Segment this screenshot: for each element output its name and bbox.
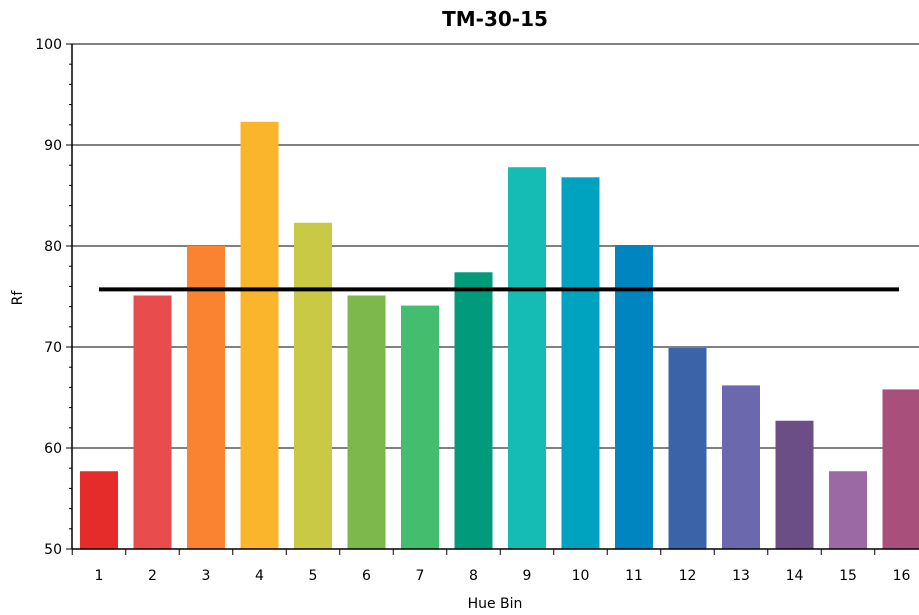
- x-tick-label: 6: [362, 568, 371, 584]
- x-tick-label: 7: [416, 568, 425, 584]
- x-tick-label: 13: [732, 568, 750, 584]
- bar-9: [508, 167, 546, 549]
- x-tick-label: 4: [255, 568, 264, 584]
- x-tick-label: 10: [572, 568, 590, 584]
- y-tick-label: 70: [44, 340, 62, 356]
- y-tick-labels: 50 60 70 80 90 100: [35, 37, 62, 558]
- x-tick-label: 5: [309, 568, 318, 584]
- y-tick-label: 50: [44, 542, 62, 558]
- bars: [80, 121, 919, 550]
- x-tick-label: 1: [95, 568, 104, 584]
- bar-1: [80, 471, 118, 549]
- bar-6: [347, 295, 386, 549]
- bar-16: [882, 389, 919, 549]
- y-axis-label: Rf: [10, 290, 26, 306]
- chart-title: TM-30-15: [442, 7, 548, 31]
- bar-15: [829, 471, 867, 549]
- x-tick-label: 16: [893, 568, 911, 584]
- bar-13: [722, 385, 760, 549]
- y-tick-label: 60: [44, 441, 62, 457]
- bar-8: [454, 272, 493, 549]
- bar-4: [240, 121, 279, 550]
- bar-14: [775, 420, 814, 549]
- bar-11: [615, 244, 653, 550]
- bar-7: [401, 305, 439, 549]
- bar-3: [187, 246, 225, 549]
- x-tick-label: 3: [202, 568, 211, 584]
- x-tick-label: 8: [469, 568, 478, 584]
- x-tick-label: 9: [523, 568, 532, 584]
- x-tick-label: 15: [839, 568, 857, 584]
- x-tick-labels: 1 2 3 4 5 6 7 8 9 10 11 12 13 14 15 16: [95, 568, 911, 584]
- bar-5: [294, 222, 332, 549]
- y-tick-label: 80: [44, 239, 62, 255]
- y-tick-label: 90: [44, 138, 62, 154]
- x-tick-label: 11: [625, 568, 643, 584]
- x-tick-label: 12: [679, 568, 697, 584]
- bar-10: [561, 177, 600, 549]
- x-axis-label: Hue Bin: [468, 596, 523, 612]
- axes: [66, 43, 919, 555]
- y-tick-label: 100: [35, 37, 62, 53]
- bar-2: [133, 295, 172, 549]
- x-tick-label: 14: [786, 568, 804, 584]
- x-tick-label: 2: [148, 568, 157, 584]
- bar-12: [668, 348, 707, 549]
